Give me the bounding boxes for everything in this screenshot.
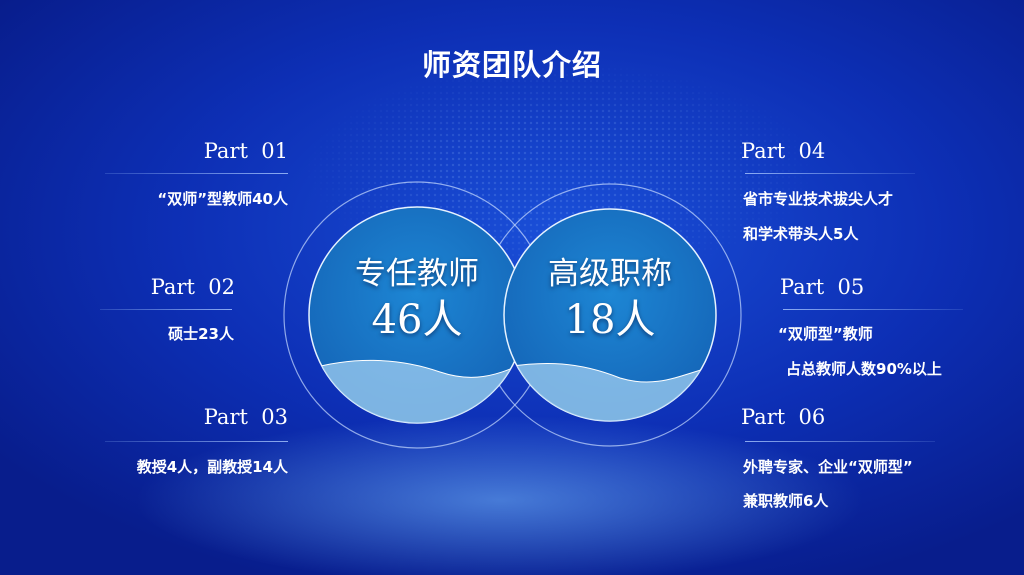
part-01-text: “双师”型教师40人 [157, 190, 288, 208]
part-04-text-1: 省市专业技术拔尖人才 [743, 190, 894, 208]
divider [105, 441, 288, 442]
part-06-text-2: 兼职教师6人 [743, 492, 829, 510]
part-06-text-1: 外聘专家、企业“双师型” [743, 458, 913, 476]
divider [105, 173, 288, 174]
part-02-text: 硕士23人 [168, 325, 234, 343]
divider [783, 309, 963, 310]
stat-value: 18人 [564, 297, 656, 343]
part-05-text-2: 占总教师人数90%以上 [786, 360, 942, 378]
divider [745, 173, 915, 174]
divider [100, 309, 232, 310]
senior-title-stat: 高级职称 18人 [510, 254, 710, 346]
part-06-heading: Part 06 [741, 405, 826, 429]
part-03-heading: Part 03 [203, 405, 288, 429]
part-02-heading: Part 02 [150, 275, 235, 299]
part-01-heading: Part 01 [203, 139, 288, 163]
stat-value: 46人 [371, 297, 463, 343]
full-time-teachers-stat: 专任教师 46人 [317, 254, 517, 346]
part-05-heading: Part 05 [780, 275, 865, 299]
part-05-text-1: “双师型”教师 [778, 325, 873, 343]
stat-label: 专任教师 [355, 256, 479, 292]
part-03-text: 教授4人，副教授14人 [136, 458, 288, 476]
stat-label: 高级职称 [548, 256, 672, 292]
part-04-text-2: 和学术带头人5人 [743, 225, 859, 243]
page-title: 师资团队介绍 [421, 48, 602, 82]
divider [745, 441, 935, 442]
part-04-heading: Part 04 [741, 139, 826, 163]
right-wave [504, 362, 716, 421]
